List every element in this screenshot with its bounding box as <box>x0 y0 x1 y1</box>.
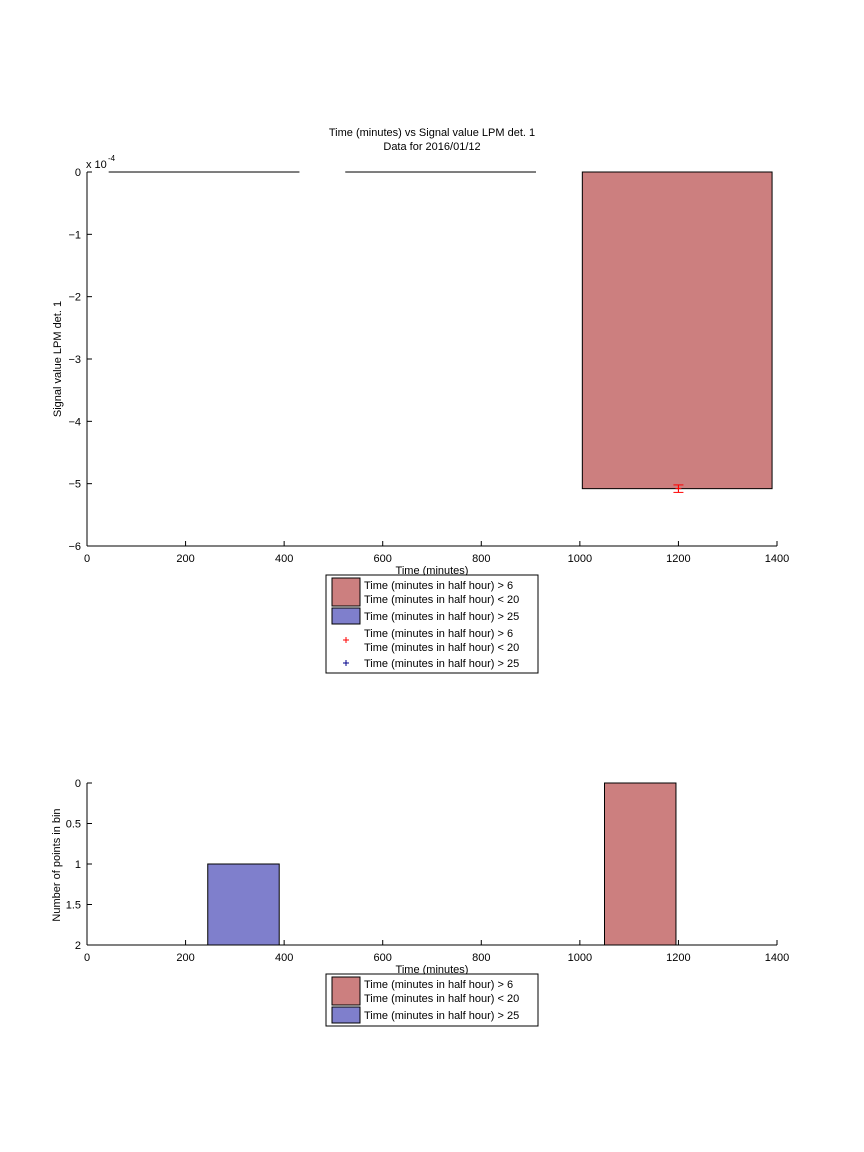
x-tick-label: 1200 <box>666 952 690 964</box>
x-tick-label: 200 <box>176 952 194 964</box>
x-tick-label: 400 <box>275 952 293 964</box>
x-tick-label: 0 <box>84 952 90 964</box>
count-legend: Time (minutes in half hour) > 6 Time (min… <box>325 973 539 1027</box>
y-tick-label: 1 <box>75 859 81 871</box>
count-plot-marks <box>207 782 677 946</box>
y-tick-label: 0 <box>75 778 81 790</box>
y-tick-label: −1 <box>68 229 81 241</box>
y-tick-label: −5 <box>68 479 81 491</box>
legend-marker <box>343 660 349 666</box>
y-axis-label: Signal value LPM det. 1 <box>52 301 64 417</box>
legend-swatch <box>331 976 361 1006</box>
y-tick-label: −4 <box>68 416 81 428</box>
legend-box <box>325 574 539 674</box>
legend-marker <box>343 637 349 643</box>
x-tick-label: 400 <box>275 553 293 565</box>
x-tick-label: 600 <box>374 553 392 565</box>
legend-label: Time (minutes in half hour) < 20 <box>364 993 519 1005</box>
data-point-marker <box>675 485 682 492</box>
signal-plot-marks <box>108 171 773 493</box>
x-axis-label: Time (minutes) <box>396 565 469 577</box>
chart-title: Time (minutes) vs Signal value LPM det. … <box>329 127 535 139</box>
bar <box>581 171 773 490</box>
legend-label: Time (minutes in half hour) > 6 <box>364 628 513 640</box>
legend-label: Time (minutes in half hour) < 20 <box>364 642 519 654</box>
count-chart: 0 200 400 600 800 1000 1200 1400 0 0.5 1 1.5 2 Time … <box>51 778 790 1027</box>
y-exponent-power: -4 <box>108 154 116 163</box>
x-tick-label: 1200 <box>666 553 690 565</box>
legend-box <box>325 973 539 1027</box>
x-tick-label: 1400 <box>765 553 789 565</box>
y-tick-label: −3 <box>68 354 81 366</box>
x-tick-label: 0 <box>84 553 90 565</box>
legend-label: Time (minutes in half hour) > 25 <box>364 611 519 623</box>
legend-label: Time (minutes in half hour) > 25 <box>364 1010 519 1022</box>
bar <box>207 863 280 946</box>
y-tick-label: 0 <box>75 167 81 179</box>
legend-label: Time (minutes in half hour) < 20 <box>364 594 519 606</box>
x-tick-label: 1000 <box>568 553 592 565</box>
y-exponent-base: x 10 <box>86 159 107 171</box>
x-tick-label: 600 <box>374 952 392 964</box>
y-exponent-label: x 10 -4 <box>86 154 116 171</box>
y-tick-label: 0.5 <box>66 819 81 831</box>
x-tick-label: 1000 <box>568 952 592 964</box>
x-axis-label: Time (minutes) <box>396 964 469 976</box>
signal-legend: Time (minutes in half hour) > 6 Time (min… <box>325 574 539 674</box>
y-tick-label: −6 <box>68 541 81 553</box>
y-tick-label: 1.5 <box>66 900 81 912</box>
legend-label: Time (minutes in half hour) > 6 <box>364 979 513 991</box>
chart-subtitle: Data for 2016/01/12 <box>383 141 480 153</box>
legend-swatch <box>331 607 361 625</box>
y-tick-label: 2 <box>75 940 81 952</box>
count-axes: 0 200 400 600 800 1000 1200 1400 0 0.5 1 1.5 2 <box>66 778 790 964</box>
x-tick-label: 1400 <box>765 952 789 964</box>
signal-axes: 0 200 400 600 800 1000 1200 1400 0 −1 −2 −3 −4 −5 −6 <box>68 167 789 565</box>
x-tick-label: 800 <box>472 952 490 964</box>
legend-label: Time (minutes in half hour) > 6 <box>364 580 513 592</box>
signal-chart: Time (minutes) vs Signal value LPM det. … <box>52 127 789 674</box>
bar <box>604 782 677 946</box>
x-tick-label: 800 <box>472 553 490 565</box>
legend-swatch <box>331 1006 361 1024</box>
legend-swatch <box>331 577 361 607</box>
legend-label: Time (minutes in half hour) > 25 <box>364 658 519 670</box>
y-axis-label: Number of points in bin <box>51 808 63 921</box>
x-tick-label: 200 <box>176 553 194 565</box>
y-tick-label: −2 <box>68 292 81 304</box>
